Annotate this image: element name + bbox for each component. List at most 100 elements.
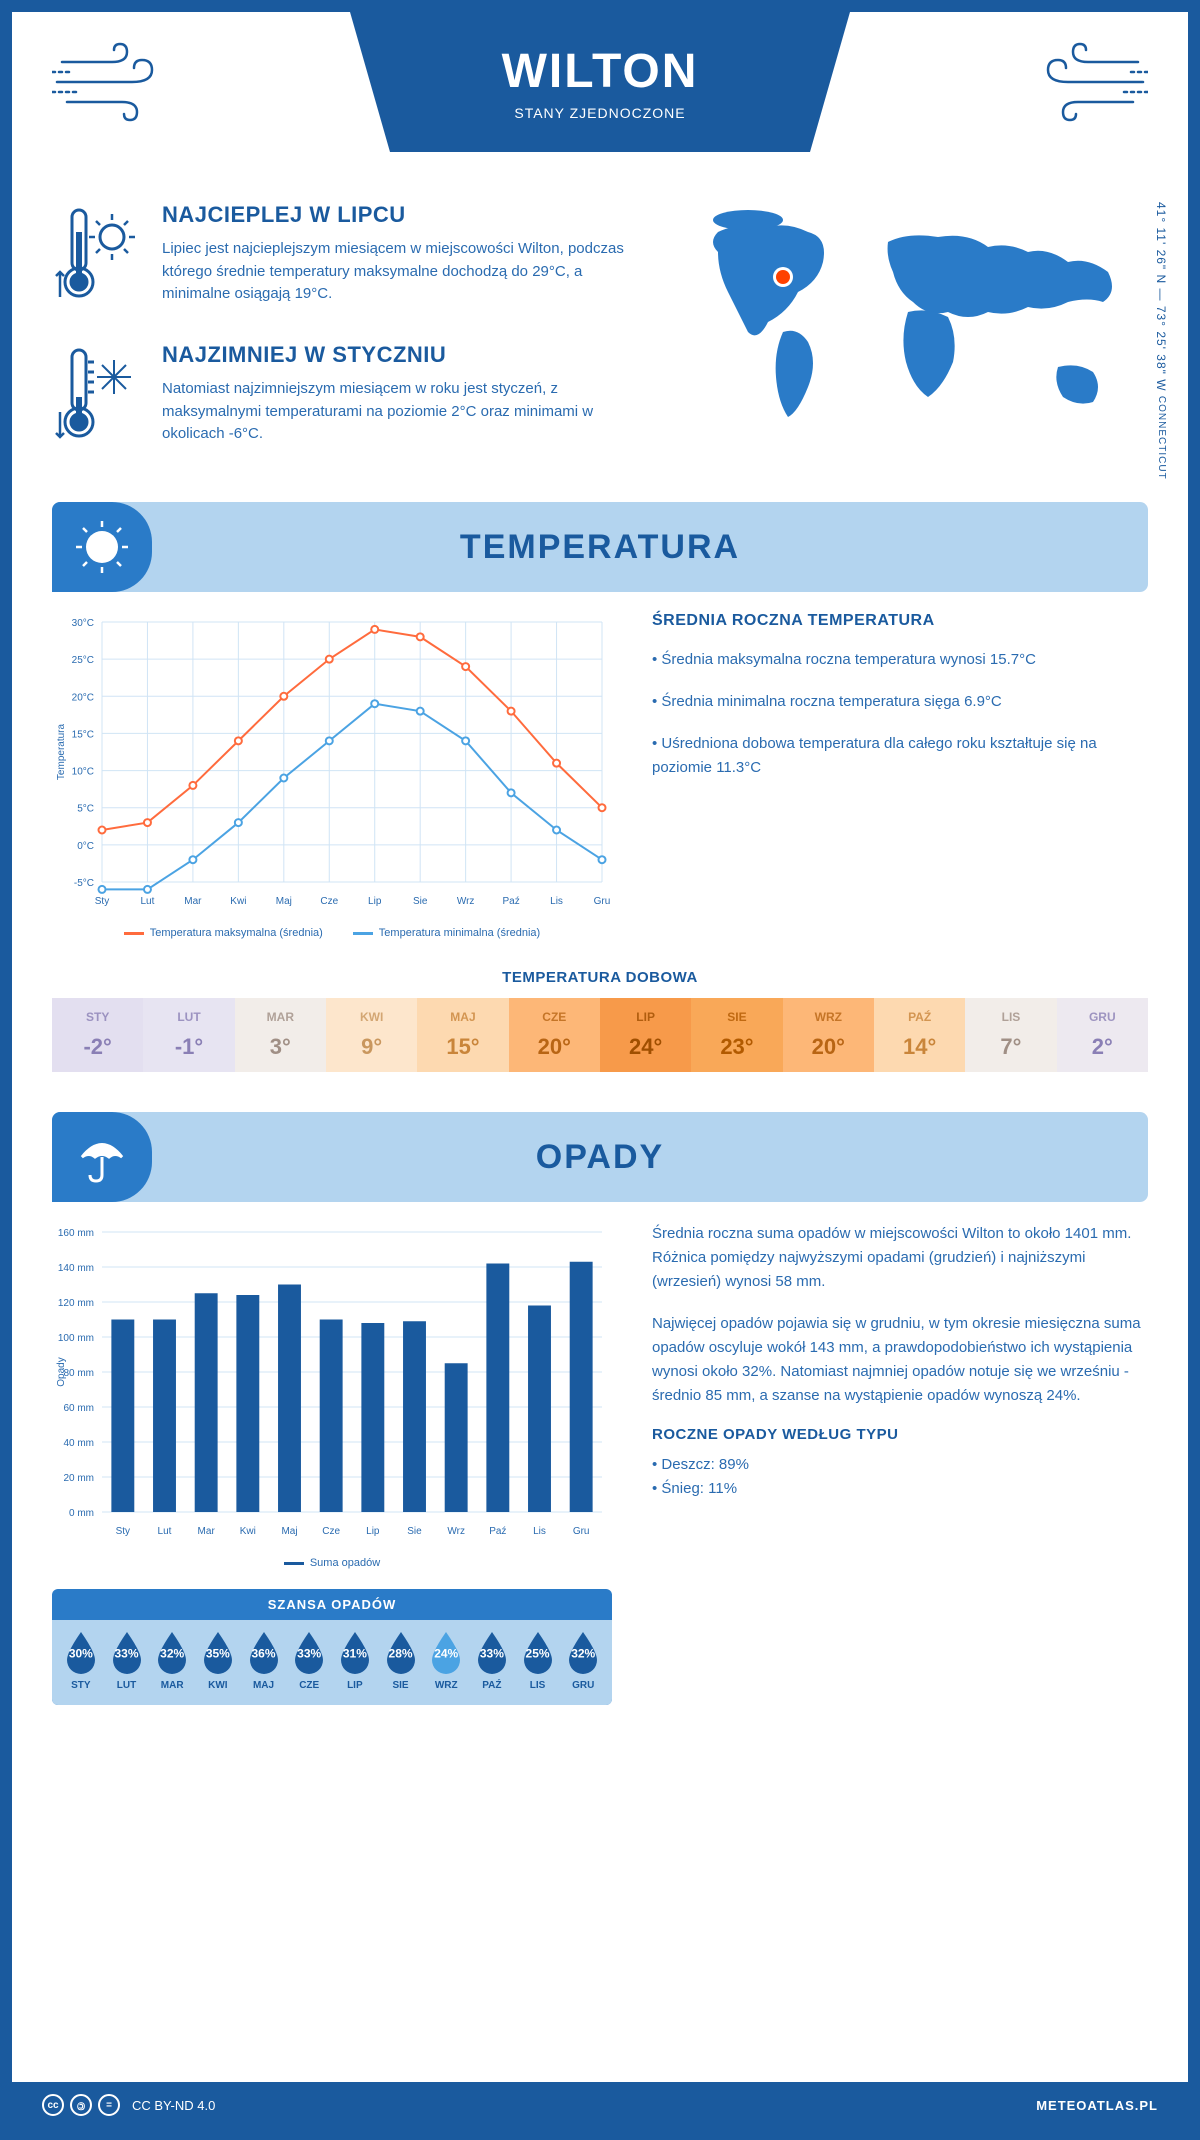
svg-text:Gru: Gru: [594, 896, 611, 907]
svg-text:Maj: Maj: [276, 896, 292, 907]
precip-para-2: Najwięcej opadów pojawia się w grudniu, …: [652, 1312, 1148, 1408]
daily-temp-cell: STY-2°: [52, 998, 143, 1072]
svg-text:20°C: 20°C: [72, 692, 94, 703]
legend-max: Temperatura maksymalna (średnia): [150, 927, 323, 939]
temperature-title: TEMPERATURA: [460, 528, 740, 567]
svg-text:Lut: Lut: [141, 896, 155, 907]
precip-title: OPADY: [536, 1138, 664, 1177]
chance-cell: 36%MAJ: [241, 1630, 287, 1691]
chance-cell: 35%KWI: [195, 1630, 241, 1691]
daily-temp-title: TEMPERATURA DOBOWA: [52, 969, 1148, 986]
precip-section-header: OPADY: [52, 1112, 1148, 1202]
chance-cell: 24%WRZ: [423, 1630, 469, 1691]
wind-icon-right: [1008, 42, 1148, 122]
svg-text:0°C: 0°C: [77, 841, 94, 852]
coldest-block: NAJZIMNIEJ W STYCZNIU Natomiast najzimni…: [52, 342, 648, 452]
daily-temp-grid: STY-2°LUT-1°MAR3°KWI9°MAJ15°CZE20°LIP24°…: [52, 998, 1148, 1072]
header-band: WILTON STANY ZJEDNOCZONE: [350, 12, 850, 152]
annual-bullet-1: • Średnia maksymalna roczna temperatura …: [652, 648, 1148, 672]
precip-chance-bar: SZANSA OPADÓW 30%STY33%LUT32%MAR35%KWI36…: [52, 1589, 612, 1705]
svg-text:Lis: Lis: [533, 1526, 546, 1537]
chance-cell: 33%CZE: [286, 1630, 332, 1691]
license-text: CC BY-ND 4.0: [132, 2098, 215, 2113]
by-icon: 🄯: [70, 2094, 92, 2116]
svg-text:25°C: 25°C: [72, 655, 94, 666]
coordinates: 41° 11' 26" N — 73° 25' 38" W CONNECTICU…: [1154, 202, 1168, 480]
svg-text:10°C: 10°C: [72, 767, 94, 778]
chance-cell: 30%STY: [58, 1630, 104, 1691]
thermometer-cold-icon: [52, 342, 142, 452]
city-name: WILTON: [502, 44, 699, 99]
svg-text:Lut: Lut: [158, 1526, 172, 1537]
svg-text:80 mm: 80 mm: [63, 1368, 94, 1379]
svg-text:160 mm: 160 mm: [58, 1228, 94, 1239]
svg-text:Sty: Sty: [95, 896, 109, 907]
svg-text:Mar: Mar: [198, 1526, 216, 1537]
svg-text:60 mm: 60 mm: [63, 1403, 94, 1414]
chance-cell: 33%LUT: [104, 1630, 150, 1691]
annual-bullet-2: • Średnia minimalna roczna temperatura s…: [652, 690, 1148, 714]
umbrella-icon: [72, 1127, 132, 1187]
thermometer-hot-icon: [52, 202, 142, 312]
daily-temp-cell: CZE20°: [509, 998, 600, 1072]
svg-text:Cze: Cze: [322, 1526, 340, 1537]
daily-temp-cell: LUT-1°: [143, 998, 234, 1072]
footer-brand: METEOATLAS.PL: [1036, 2098, 1158, 2113]
daily-temp-cell: MAR3°: [235, 998, 326, 1072]
nd-icon: =: [98, 2094, 120, 2116]
svg-text:Lip: Lip: [368, 896, 382, 907]
svg-text:Maj: Maj: [281, 1526, 297, 1537]
svg-text:-5°C: -5°C: [74, 878, 94, 889]
chance-cell: 28%SIE: [378, 1630, 424, 1691]
svg-text:15°C: 15°C: [72, 729, 94, 740]
annual-temp-summary: ŚREDNIA ROCZNA TEMPERATURA • Średnia mak…: [652, 612, 1148, 939]
svg-text:Kwi: Kwi: [230, 896, 246, 907]
daily-temp-cell: MAJ15°: [417, 998, 508, 1072]
coord-region: CONNECTICUT: [1156, 396, 1167, 480]
svg-text:100 mm: 100 mm: [58, 1333, 94, 1344]
chance-title: SZANSA OPADÓW: [52, 1589, 612, 1620]
annual-bullet-3: • Uśredniona dobowa temperatura dla całe…: [652, 732, 1148, 780]
chance-cell: 32%MAR: [149, 1630, 195, 1691]
svg-text:Opady: Opady: [56, 1357, 67, 1386]
svg-text:5°C: 5°C: [77, 804, 94, 815]
cold-heading: NAJZIMNIEJ W STYCZNIU: [162, 342, 648, 368]
chance-cell: 25%LIS: [515, 1630, 561, 1691]
annual-heading: ŚREDNIA ROCZNA TEMPERATURA: [652, 612, 1148, 630]
svg-text:Gru: Gru: [573, 1526, 590, 1537]
temperature-section-header: TEMPERATURA: [52, 502, 1148, 592]
hot-text: Lipiec jest najcieplejszym miesiącem w m…: [162, 238, 648, 306]
weather-infographic: WILTON STANY ZJEDNOCZONE: [0, 0, 1200, 2140]
chance-cell: 33%PAŹ: [469, 1630, 515, 1691]
svg-text:Mar: Mar: [184, 896, 202, 907]
daily-temp-cell: SIE23°: [691, 998, 782, 1072]
svg-text:Sie: Sie: [407, 1526, 422, 1537]
svg-text:Wrz: Wrz: [457, 896, 475, 907]
svg-text:Kwi: Kwi: [240, 1526, 256, 1537]
country-name: STANY ZJEDNOCZONE: [514, 105, 685, 121]
temperature-chart: -5°C 0°C 5°C 10°C 15°C 20°C 25°C 30°C Sty Lut Mar K…: [52, 612, 612, 939]
svg-text:140 mm: 140 mm: [58, 1263, 94, 1274]
cc-icon: cc: [42, 2094, 64, 2116]
cc-icons: cc 🄯 =: [42, 2094, 120, 2116]
daily-temp-cell: LIP24°: [600, 998, 691, 1072]
daily-temp-cell: WRZ20°: [783, 998, 874, 1072]
svg-text:Wrz: Wrz: [447, 1526, 465, 1537]
temp-legend: Temperatura maksymalna (średnia) Tempera…: [52, 927, 612, 939]
precip-para-1: Średnia roczna suma opadów w miejscowośc…: [652, 1222, 1148, 1294]
coord-text: 41° 11' 26" N — 73° 25' 38" W: [1154, 202, 1168, 392]
svg-text:Sie: Sie: [413, 896, 428, 907]
svg-text:30°C: 30°C: [72, 618, 94, 629]
svg-text:Lip: Lip: [366, 1526, 380, 1537]
precip-text-block: Średnia roczna suma opadów w miejscowośc…: [652, 1222, 1148, 1705]
svg-text:Paź: Paź: [502, 896, 519, 907]
world-map: 41° 11' 26" N — 73° 25' 38" W CONNECTICU…: [688, 202, 1148, 482]
daily-temp-cell: GRU2°: [1057, 998, 1148, 1072]
cold-text: Natomiast najzimniejszym miesiącem w rok…: [162, 378, 648, 446]
precip-chart: 0 mm20 mm40 mm60 mm80 mm100 mm120 mm140 …: [52, 1222, 612, 1569]
chance-cell: 32%GRU: [560, 1630, 606, 1691]
legend-min: Temperatura minimalna (średnia): [379, 927, 540, 939]
chance-cell: 31%LIP: [332, 1630, 378, 1691]
precip-type-heading: ROCZNE OPADY WEDŁUG TYPU: [652, 1426, 1148, 1443]
precip-type-snow: • Śnieg: 11%: [652, 1477, 1148, 1501]
